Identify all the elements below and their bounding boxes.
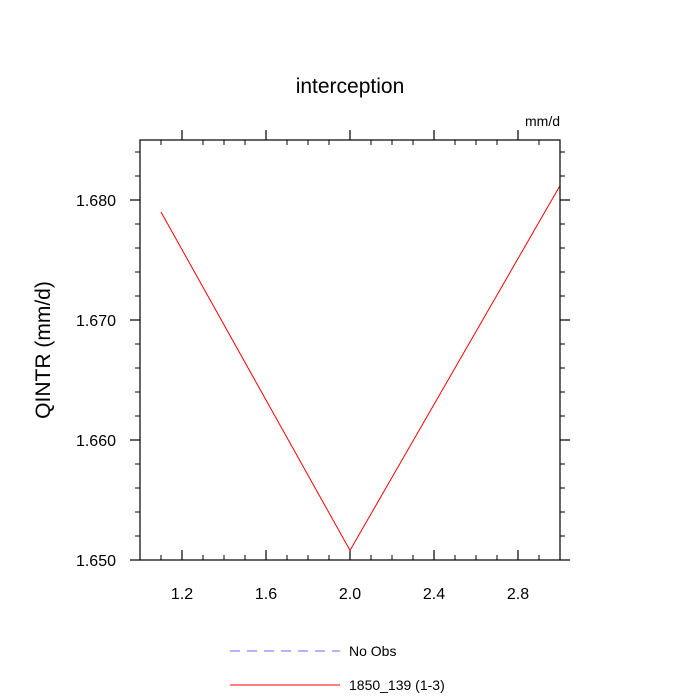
- y-axis-label: QINTR (mm/d): [32, 281, 55, 419]
- y-tick-label: 1.680: [76, 193, 116, 210]
- x-tick-label: 1.2: [171, 586, 193, 603]
- plot-frame: [139, 139, 561, 561]
- minor-ticks: [135, 140, 565, 560]
- y-tick-label: 1.670: [76, 313, 116, 330]
- x-axis-ticks: 1.2 1.6 2.0 2.4 2.8: [171, 130, 529, 603]
- y-axis-ticks: 1.650 1.660 1.670 1.680: [76, 193, 570, 570]
- y-tick-label: 1.650: [76, 553, 116, 570]
- x-tick-label: 2.0: [339, 586, 361, 603]
- series-line: [160, 185, 561, 552]
- x-tick-label: 1.6: [255, 586, 277, 603]
- legend: No Obs 1850_139 (1-3): [230, 643, 445, 693]
- legend-label: No Obs: [349, 643, 396, 659]
- x-tick-label: 2.8: [507, 586, 529, 603]
- series-layer: [160, 185, 561, 552]
- units-label: mm/d: [525, 113, 560, 129]
- y-tick-label: 1.660: [76, 433, 116, 450]
- chart-title: interception: [296, 75, 405, 98]
- legend-label: 1850_139 (1-3): [349, 677, 445, 693]
- x-tick-label: 2.4: [423, 586, 445, 603]
